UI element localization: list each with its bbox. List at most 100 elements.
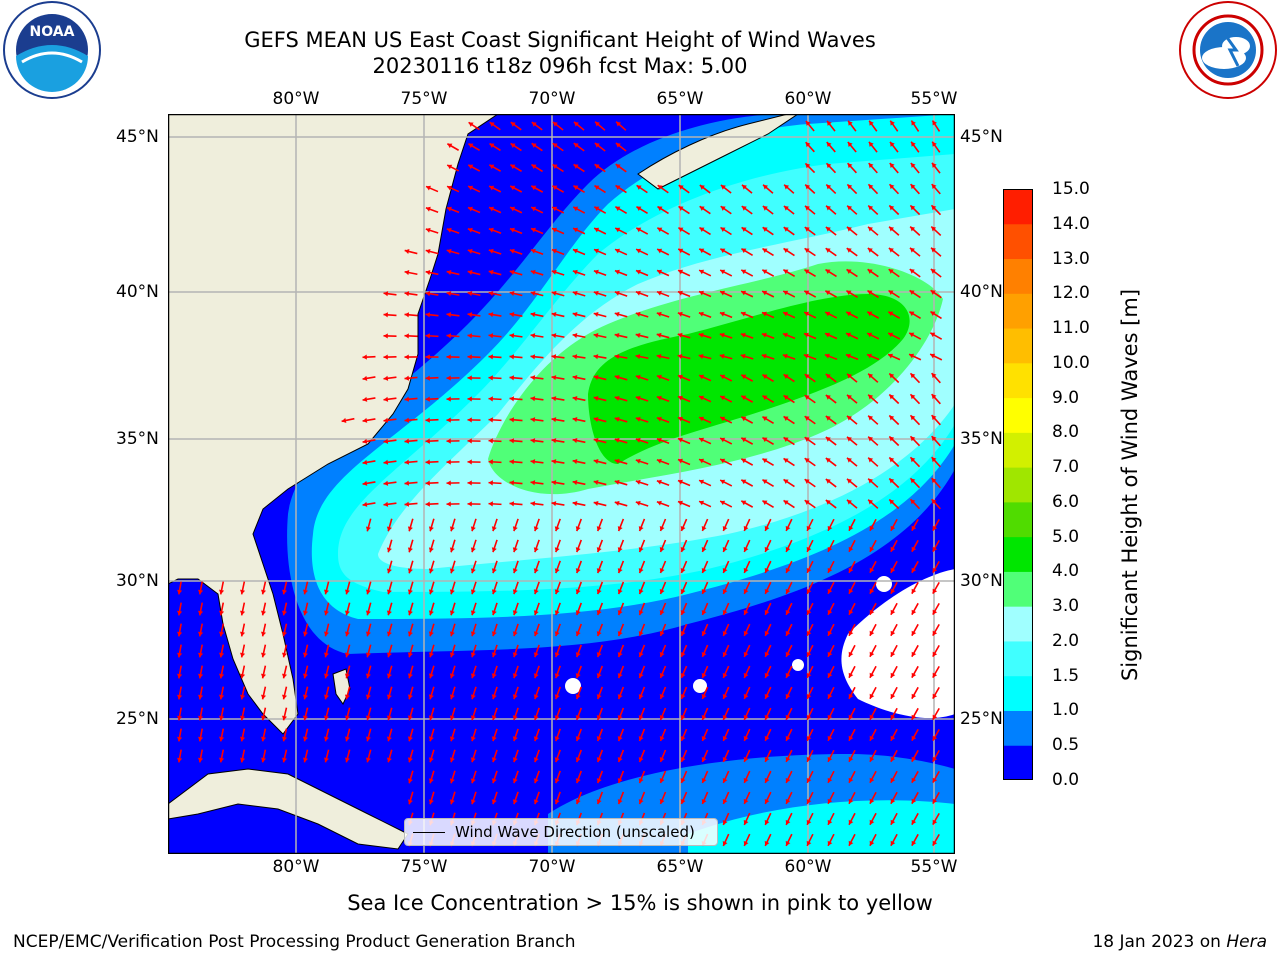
- wave-direction-arrowhead: [783, 227, 789, 232]
- wave-direction-arrowhead: [428, 715, 434, 721]
- colorbar-segment: [1003, 571, 1033, 607]
- wave-direction-arrowhead: [827, 693, 833, 699]
- wave-direction-arrowhead: [764, 840, 770, 846]
- wave-direction-arrowhead: [867, 269, 873, 274]
- wave-direction-arrowhead: [910, 184, 916, 190]
- wave-direction-arrowhead: [281, 715, 288, 721]
- wave-direction-arrowhead: [407, 547, 413, 553]
- wave-direction-arrowhead: [512, 568, 518, 574]
- wave-direction-arrowhead: [572, 248, 578, 254]
- wave-direction-arrowhead: [720, 500, 726, 506]
- wave-direction-arrowhead: [344, 652, 350, 658]
- lat-label-left: 30°N: [116, 571, 159, 591]
- wave-direction-arrowhead: [617, 589, 623, 595]
- wave-direction-arrowhead: [764, 609, 770, 615]
- wave-direction-arrowhead: [575, 547, 581, 553]
- wave-direction-arrowhead: [594, 248, 599, 254]
- wave-direction-arrowhead: [698, 332, 704, 338]
- wave-direction-arrowhead: [386, 715, 392, 721]
- wave-direction-arrowhead: [615, 142, 621, 148]
- wave-direction-arrowhead: [425, 248, 431, 254]
- wave-direction-arrowhead: [825, 500, 831, 505]
- wave-direction-arrowhead: [491, 736, 497, 742]
- wave-direction-arrowhead: [407, 715, 413, 721]
- wave-band-caribbean-inner: [688, 800, 955, 854]
- wave-direction-arrowhead: [846, 478, 852, 484]
- wave-direction-arrowhead: [868, 205, 874, 211]
- colorbar-segment: [1003, 328, 1033, 364]
- wave-direction-arrowhead: [783, 458, 789, 463]
- colorbar-tick-label: 7.0: [1052, 457, 1080, 478]
- wave-direction-arrowhead: [219, 631, 225, 637]
- colorbar-title: Significant Height of Wind Waves [m]: [1118, 288, 1142, 682]
- wave-direction-arrowhead: [762, 500, 768, 506]
- wave-direction-arrowhead: [533, 736, 539, 742]
- wave-direction-arrowhead: [743, 840, 749, 846]
- wave-direction-arrowhead: [699, 458, 705, 464]
- wave-direction-arrowhead: [910, 457, 916, 463]
- wave-direction-arrowhead: [762, 290, 768, 296]
- wave-direction-arrowhead: [512, 547, 518, 553]
- wave-direction-arrowhead: [552, 143, 558, 148]
- wave-direction-arrowhead: [593, 269, 599, 275]
- wave-direction-arrowhead: [593, 395, 599, 401]
- wave-direction-arrowhead: [554, 673, 560, 679]
- wave-direction-arrowhead: [615, 227, 621, 233]
- wave-direction-arrowhead: [785, 525, 791, 531]
- wave-direction-arrowhead: [530, 417, 536, 423]
- wave-direction-arrowhead: [488, 375, 493, 381]
- wave-direction-arrowhead: [638, 568, 644, 574]
- wave-direction-arrowhead: [783, 248, 789, 253]
- wave-direction-arrowhead: [659, 799, 665, 805]
- wave-direction-arrowhead: [573, 143, 579, 148]
- wave-direction-arrowhead: [720, 458, 726, 464]
- wave-direction-arrowhead: [911, 141, 916, 147]
- wave-direction-arrowhead: [615, 185, 621, 190]
- wave-direction-arrowhead: [869, 735, 875, 741]
- wave-direction-arrowhead: [512, 799, 518, 805]
- wave-direction-arrowhead: [825, 332, 831, 338]
- wave-direction-arrowhead: [701, 777, 707, 783]
- wave-direction-arrowhead: [890, 609, 896, 615]
- wave-direction-arrowhead: [867, 290, 873, 296]
- wave-direction-arrowhead: [573, 121, 579, 127]
- wave-direction-arrowhead: [783, 311, 789, 317]
- wave-direction-arrowhead: [699, 290, 704, 296]
- wave-direction-arrowhead: [407, 799, 413, 805]
- wave-direction-arrowhead: [659, 778, 665, 784]
- wave-direction-arrowhead: [638, 526, 644, 532]
- wave-direction-arrowhead: [911, 567, 917, 573]
- wave-direction-arrowhead: [554, 757, 560, 763]
- lon-label-bottom: 65°W: [656, 857, 704, 877]
- wave-direction-arrowhead: [177, 610, 183, 616]
- lon-label-top: 80°W: [272, 89, 320, 109]
- wave-direction-arrowhead: [806, 672, 812, 678]
- wave-direction-arrowhead: [596, 568, 602, 574]
- wave-direction-arrowhead: [635, 269, 641, 275]
- wave-direction-arrowhead: [888, 269, 894, 274]
- wave-direction-arrowhead: [530, 396, 536, 402]
- wave-direction-arrowhead: [281, 631, 288, 637]
- wave-direction-arrowhead: [677, 479, 683, 485]
- lat-label-right: 30°N: [960, 571, 1003, 591]
- wave-direction-arrowhead: [635, 311, 641, 317]
- wave-direction-arrowhead: [846, 269, 852, 274]
- wave-direction-arrowhead: [425, 270, 431, 276]
- wave-direction-arrowhead: [198, 694, 204, 700]
- lat-label-left: 40°N: [116, 282, 159, 302]
- wave-direction-arrowhead: [467, 291, 473, 297]
- wave-direction-arrowhead: [177, 589, 183, 595]
- wave-direction-arrowhead: [575, 694, 581, 700]
- wave-direction-arrowhead: [869, 798, 875, 804]
- wave-direction-arrowhead: [491, 673, 497, 679]
- wave-direction-arrowhead: [722, 525, 728, 531]
- wave-direction-arrowhead: [825, 395, 831, 400]
- graticule: [168, 114, 955, 854]
- wave-direction-arrowhead: [867, 353, 872, 359]
- wave-direction-arrowhead: [617, 694, 623, 700]
- wave-direction-arrowhead: [593, 479, 599, 485]
- wave-direction-arrowhead: [615, 206, 621, 212]
- wave-direction-arrowhead: [930, 353, 936, 359]
- wave-direction-arrowhead: [383, 459, 389, 465]
- wave-direction-arrowhead: [868, 499, 874, 505]
